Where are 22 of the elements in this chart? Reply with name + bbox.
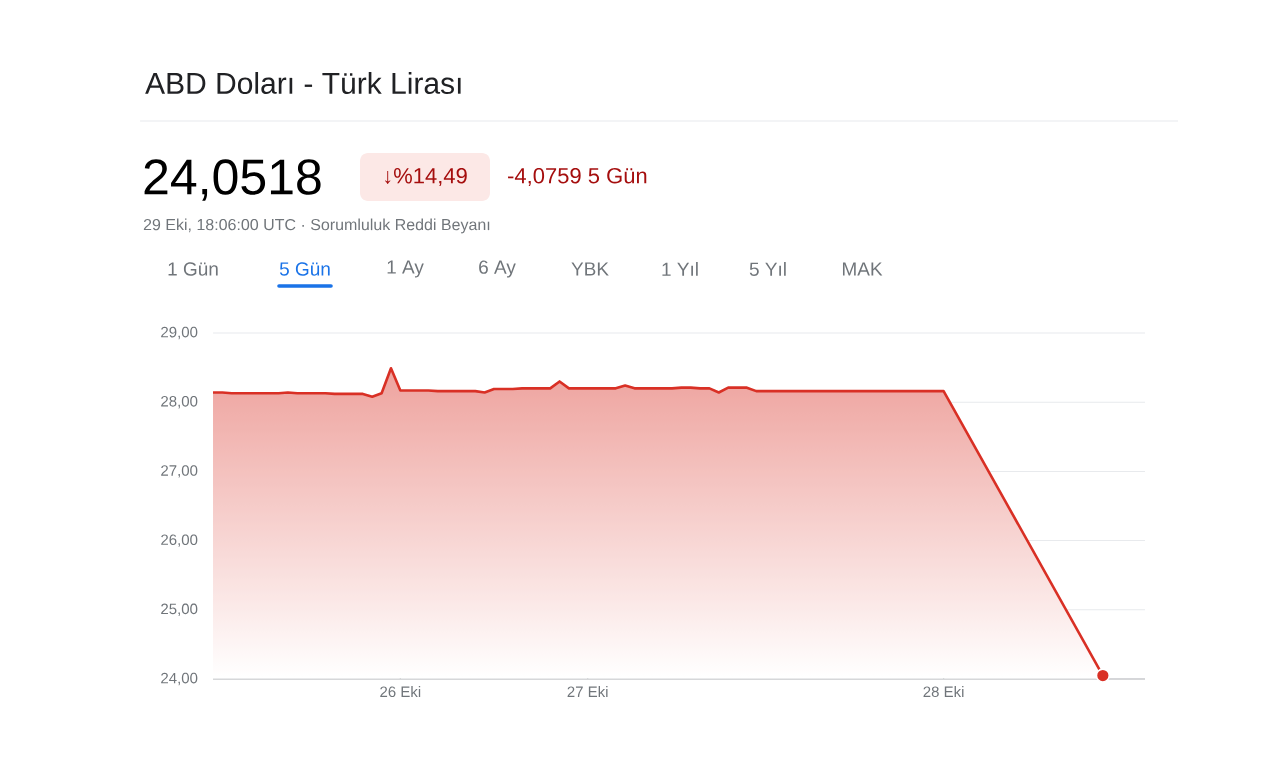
y-tick-label: 29,00 bbox=[161, 326, 198, 340]
y-tick-label: 25,00 bbox=[161, 603, 198, 616]
chart-title: ABD Doları - Türk Lirası bbox=[145, 71, 461, 94]
text: 5 Gün bbox=[279, 262, 330, 276]
y-tick-label: 28,00 bbox=[161, 395, 198, 409]
y-tick-label: 27,00 bbox=[161, 465, 198, 478]
y-tick-label: 24,00 bbox=[161, 672, 198, 686]
text: YBK bbox=[571, 262, 609, 276]
x-tick-label: 26 Eki bbox=[380, 686, 421, 698]
text: 5 Yıl bbox=[749, 262, 786, 276]
y-tick-label: 26,00 bbox=[161, 534, 198, 547]
text: 1 Gün bbox=[168, 262, 218, 276]
text: MAK bbox=[842, 262, 883, 276]
text: 1 Yıl bbox=[662, 262, 698, 276]
text: ↓%14,49 bbox=[385, 167, 467, 187]
text: -4,0759 5 Gün bbox=[508, 167, 647, 187]
x-tick-label: 27 Eki bbox=[567, 686, 608, 697]
text: 1 Ay bbox=[387, 260, 424, 278]
text: 29 Eki, 18:06:00 UTC · Sorumluluk Reddi Beyanı bbox=[143, 218, 490, 234]
text: 6 Ay bbox=[479, 260, 516, 278]
x-tick-label: 28 Eki bbox=[923, 686, 964, 698]
text: 24,0518 bbox=[144, 159, 321, 201]
